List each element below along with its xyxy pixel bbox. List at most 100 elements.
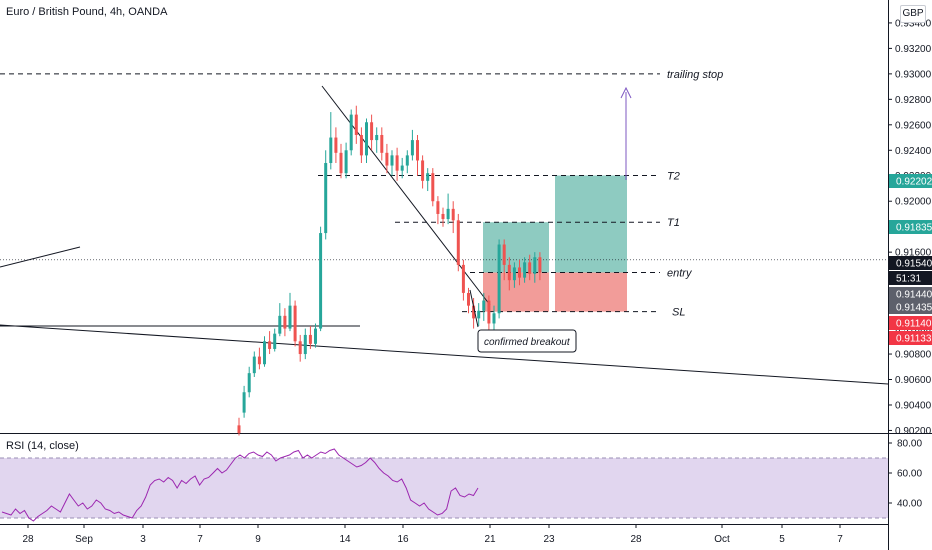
candle-body [247,373,251,393]
price-badge [889,220,932,234]
stop-zone-1 [483,272,549,312]
price-tick-label: 0.93000 [895,69,932,80]
candle-body [461,264,465,293]
time-tick-label: 16 [397,534,409,545]
position-zones [483,175,627,312]
candle-body [456,220,460,265]
price-badges: 0.92202 0.91835 0.91540 51:31 0.91440 0.91435… [889,174,932,345]
candle-body [252,356,256,374]
candle-body [344,150,348,174]
callout-box [477,329,577,353]
candle-body [298,341,302,355]
rsi-line [1,448,479,522]
time-tick-label: 5 [779,534,785,545]
candle-body [416,140,419,161]
candle-body [441,213,445,220]
price-badge [889,287,932,301]
chart-title: Euro / British Pound, 4h, OANDA [6,6,168,18]
trailing-stop-label: trailing stop [667,69,723,81]
candle-body [446,208,450,220]
t1-label: T1 [667,217,680,229]
trailing-arrow-head [620,86,632,99]
candle-body [512,267,516,281]
price-tick-label: 0.93200 [895,44,932,55]
price-tick-label: 0.90800 [895,350,932,361]
candle-body [436,201,440,214]
time-tick-label: 9 [255,534,261,545]
candle-body [308,334,312,344]
rsi-band [0,458,888,518]
rsi-tick-label: 60.00 [897,469,922,480]
time-tick-label: 23 [543,534,555,545]
candle-body [528,262,532,274]
annotation-labels: trailing stop T2 T1 entry SL confirmed breako… [469,69,723,353]
price-badge [889,316,932,330]
target-zone-1 [483,222,549,273]
candle-body [421,160,425,181]
candle-body [482,300,486,311]
price-badge [889,256,932,270]
candle-body [472,305,476,319]
candle-body [395,155,399,171]
price-badge-text: 0.91140 [896,319,932,330]
candle-body [507,264,511,281]
price-badge-text: 0.91435 [896,303,932,314]
candle-body [339,152,343,174]
rsi-tick-label: 40.00 [897,499,922,510]
time-tick-label: 28 [630,534,642,545]
candle-body [533,257,537,274]
time-tick-label: 7 [837,534,843,545]
callout-text: confirmed breakout [484,337,571,348]
price-badge [889,300,932,314]
rsi-band-layer [0,457,888,519]
candle-body [385,152,389,166]
candle-body [293,305,297,342]
currency-button[interactable]: GBP [900,5,926,23]
price-tick-label: 0.92800 [895,95,932,106]
rsi-indicator-label[interactable]: RSI (14, close) [6,440,79,452]
rsi-line-layer [1,448,479,522]
candle-body [390,155,394,166]
candle-body [314,328,317,344]
time-tick-label: 7 [197,534,203,545]
candle-body [324,163,328,234]
price-badge [889,331,932,345]
price-tick-label: 0.91600 [895,248,932,259]
candle-body [518,267,521,278]
candle-body [334,137,338,153]
candle-body [278,315,282,334]
t2-label: T2 [667,170,680,182]
price-badge-text: 0.92202 [896,177,932,188]
candle-body [303,334,307,355]
candle-body [502,244,506,265]
candle-body [497,244,501,314]
candle-body [288,305,292,329]
candle-body [477,310,481,319]
rsi-tick-label: 80.00 [897,439,922,450]
support-trendline [0,324,889,385]
drawings-layer [0,73,889,385]
candles-layer [237,105,542,436]
candle-body [329,137,333,164]
price-tick-label: 0.93400 [895,18,932,29]
price-badge-text: 0.91835 [896,223,932,234]
candle-body [400,165,404,171]
entry-label: entry [667,268,693,280]
candle-body [487,300,491,324]
time-tick-label: 3 [140,534,146,545]
callout-pointer [469,289,479,328]
candle-body [359,134,363,156]
target-zone-2 [555,175,627,273]
candle-body [354,114,358,135]
candle-body [319,233,323,329]
candle-body [268,341,272,349]
candle-body [370,122,374,141]
price-badge-text: 51:31 [896,274,921,285]
candle-body [273,333,277,349]
candle-body [257,356,261,365]
time-tick-label: Sep [75,534,93,545]
price-badge [889,174,932,188]
candle-body [380,134,384,153]
